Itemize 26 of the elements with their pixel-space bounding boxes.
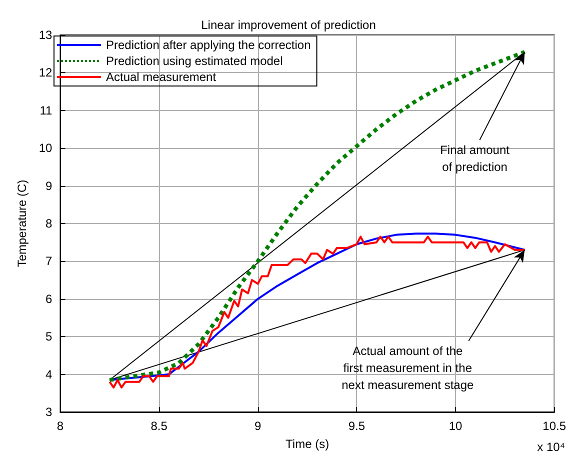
y-tick-label: 7	[46, 254, 53, 268]
legend-label: Prediction using estimated model	[106, 54, 283, 68]
x-tick-label: 10	[448, 419, 462, 433]
x-tick-label: 9	[254, 419, 262, 433]
legend-label: Prediction after applying the correction	[106, 38, 311, 52]
y-tick-label: 3	[46, 405, 53, 419]
y-tick-label: 9	[46, 178, 53, 193]
y-tick-label: 10	[38, 141, 53, 156]
annotation: Final amount of prediction	[440, 143, 510, 174]
x-tick-label: 8	[56, 419, 64, 433]
y-tick-label: 4	[46, 367, 53, 382]
x-tick-label: 9.5	[348, 419, 366, 433]
legend-label: Actual measurement	[106, 70, 217, 84]
y-tick-label: 6	[46, 292, 53, 306]
x-tick-label: 10.5	[542, 419, 566, 433]
y-tick-label: 13	[38, 28, 53, 42]
y-tick-label: 11	[40, 103, 53, 118]
text: x 10⁴	[537, 440, 566, 454]
y-axis-title: Temperature (C)	[15, 180, 29, 268]
y-tick-label: 8	[46, 216, 53, 230]
y-tick-label: 12	[38, 66, 53, 80]
chart-title: Linear improvement of prediction	[201, 18, 376, 32]
x-tick-label: 8.5	[150, 419, 168, 433]
y-tick-label: 5	[46, 330, 53, 344]
x-axis-title: Time (s)	[286, 437, 330, 451]
annotation: Actual amount of the first measurement in the next measurement stage	[342, 344, 474, 392]
